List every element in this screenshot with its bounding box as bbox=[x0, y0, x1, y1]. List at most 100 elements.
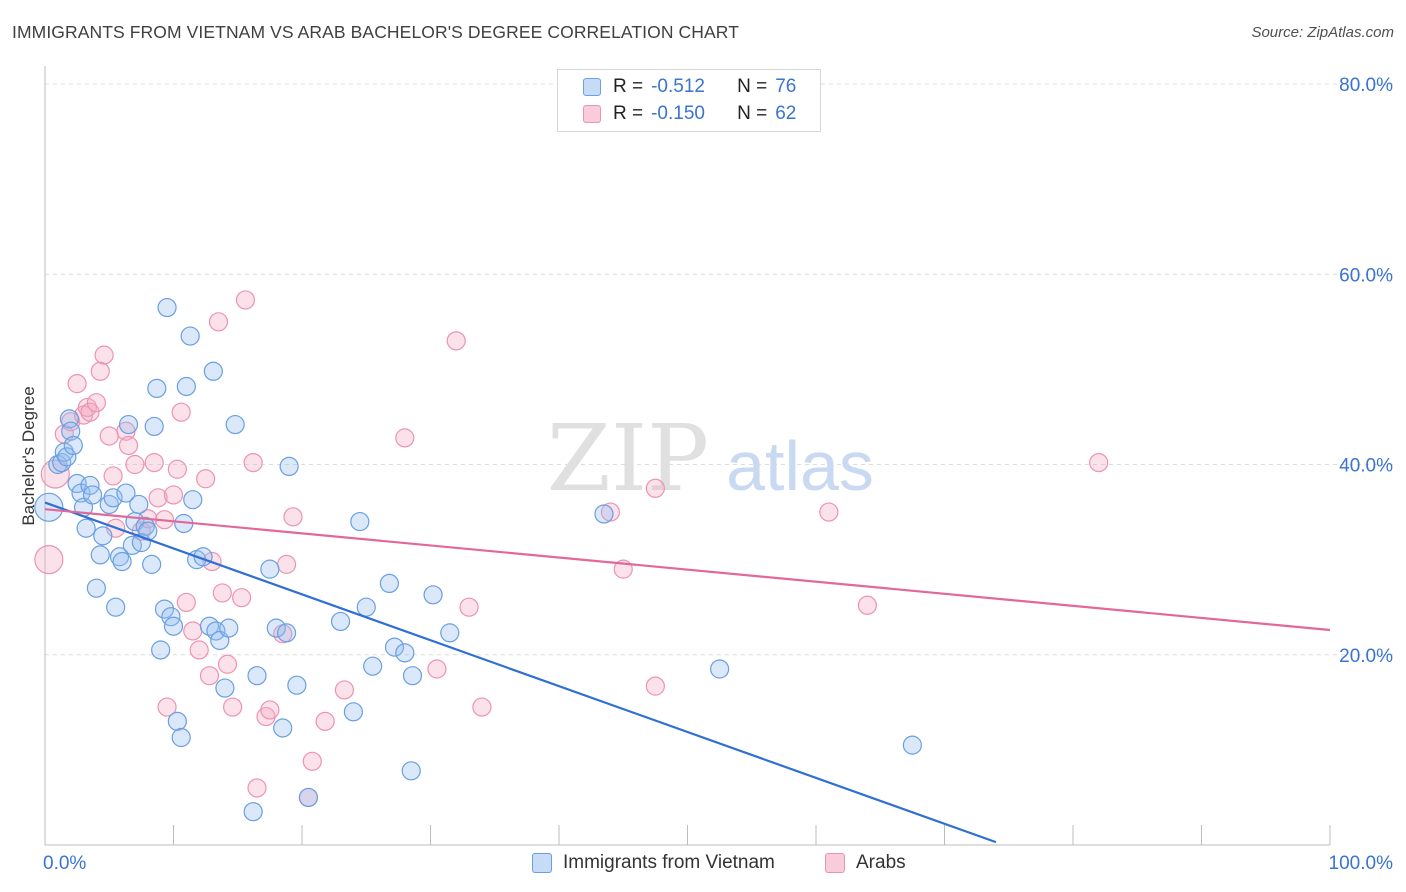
y-tick-label: 20.0% bbox=[1339, 646, 1393, 667]
data-point-vietnam bbox=[356, 597, 376, 617]
data-point-arabs bbox=[334, 680, 355, 700]
data-point-vietnam bbox=[401, 761, 421, 781]
data-point-vietnam bbox=[171, 727, 191, 748]
stats-n-value: 62 bbox=[775, 103, 797, 124]
tick-labels: 20.0% 40.0% 60.0% 80.0% 0.0% 100.0% bbox=[43, 75, 1393, 874]
data-point-vietnam bbox=[343, 702, 363, 722]
data-point-vietnam bbox=[116, 483, 136, 503]
data-point-arabs bbox=[40, 459, 70, 489]
data-point-vietnam bbox=[142, 554, 162, 574]
y-axis-label: Bachelor's Degree bbox=[19, 386, 38, 525]
data-point-arabs bbox=[157, 697, 177, 717]
data-point-vietnam bbox=[902, 735, 922, 755]
y-tick-label: 60.0% bbox=[1339, 265, 1393, 286]
data-point-vietnam bbox=[112, 551, 132, 572]
data-point-vietnam bbox=[243, 802, 263, 822]
grid-lines bbox=[45, 83, 1395, 656]
data-point-vietnam bbox=[215, 678, 235, 698]
data-point-arabs bbox=[243, 452, 263, 473]
data-point-arabs bbox=[67, 374, 87, 394]
stats-row-vietnam: R = -0.512 N = 76 bbox=[583, 74, 796, 100]
data-point-arabs bbox=[645, 478, 665, 498]
y-tick-label: 40.0% bbox=[1339, 456, 1393, 477]
data-point-vietnam bbox=[402, 666, 423, 686]
data-point-vietnam bbox=[203, 361, 223, 381]
legend-label-vietnam: Immigrants from Vietnam bbox=[563, 852, 775, 873]
data-point-vietnam bbox=[395, 643, 415, 663]
data-point-arabs bbox=[189, 640, 209, 660]
data-point-arabs bbox=[86, 393, 107, 413]
data-point-vietnam bbox=[350, 511, 370, 532]
data-point-arabs bbox=[199, 666, 220, 686]
data-point-vietnam bbox=[118, 414, 139, 435]
data-point-arabs bbox=[167, 459, 187, 479]
data-point-vietnam bbox=[710, 659, 730, 679]
stats-r-label: R = bbox=[613, 103, 644, 124]
data-point-arabs bbox=[276, 554, 297, 574]
data-point-vietnam bbox=[82, 485, 103, 505]
data-point-vietnam bbox=[423, 585, 443, 605]
data-point-vietnam bbox=[157, 297, 177, 318]
data-point-vietnam bbox=[93, 526, 113, 546]
data-point-vietnam bbox=[144, 416, 164, 437]
data-point-arabs bbox=[208, 312, 229, 332]
data-point-arabs bbox=[472, 697, 492, 717]
data-point-vietnam bbox=[260, 559, 280, 579]
data-point-arabs bbox=[176, 592, 196, 613]
stats-n-value: 76 bbox=[775, 76, 797, 97]
legend-item-vietnam: Immigrants from Vietnam bbox=[532, 852, 775, 874]
data-point-arabs bbox=[94, 345, 114, 365]
data-point-vietnam bbox=[363, 656, 383, 676]
data-point-vietnam bbox=[330, 611, 351, 632]
data-point-vietnam bbox=[63, 435, 83, 456]
data-point-vietnam bbox=[154, 599, 175, 619]
data-point-arabs bbox=[395, 428, 415, 448]
data-point-vietnam bbox=[247, 666, 267, 686]
data-point-arabs bbox=[235, 290, 256, 310]
x-tick-label: 100.0% bbox=[1329, 853, 1394, 874]
y-tick-label: 80.0% bbox=[1339, 75, 1393, 96]
data-point-vietnam bbox=[90, 545, 110, 565]
stats-legend: R = -0.512 N = 76 R = -0.150 N = 62 bbox=[557, 69, 821, 132]
data-point-vietnam bbox=[57, 447, 77, 467]
data-point-vietnam bbox=[379, 573, 399, 594]
stats-r-label: R = bbox=[613, 76, 644, 97]
data-point-arabs bbox=[103, 466, 123, 486]
data-point-arabs bbox=[315, 711, 335, 731]
legend-swatch-arabs bbox=[583, 105, 601, 123]
data-point-vietnam bbox=[180, 326, 200, 346]
series-legend: Immigrants from Vietnam Arabs bbox=[0, 852, 1406, 878]
stats-n-label: N = bbox=[737, 76, 768, 97]
data-point-vietnam bbox=[163, 616, 184, 636]
data-point-arabs bbox=[99, 426, 119, 446]
data-point-vietnam bbox=[279, 456, 299, 477]
data-point-arabs bbox=[196, 469, 216, 489]
data-point-arabs bbox=[819, 502, 839, 522]
data-point-arabs bbox=[427, 659, 447, 679]
data-point-arabs bbox=[148, 488, 168, 508]
data-point-arabs bbox=[645, 676, 665, 696]
data-point-vietnam bbox=[384, 637, 405, 657]
data-point-arabs bbox=[163, 485, 184, 505]
data-point-vietnam bbox=[183, 490, 203, 510]
data-point-arabs bbox=[260, 700, 280, 720]
data-point-arabs bbox=[247, 778, 267, 798]
stats-row-arabs: R = -0.150 N = 62 bbox=[583, 101, 796, 127]
data-point-arabs bbox=[459, 597, 479, 617]
data-point-vietnam bbox=[106, 597, 126, 617]
data-point-arabs bbox=[212, 583, 232, 603]
series-vietnam bbox=[34, 297, 922, 822]
source-label: Source: ZipAtlas.com bbox=[1251, 24, 1394, 41]
data-point-arabs bbox=[857, 595, 878, 615]
data-point-vietnam bbox=[298, 787, 319, 808]
data-point-vietnam bbox=[76, 518, 96, 538]
data-point-vietnam bbox=[440, 623, 460, 643]
data-point-arabs bbox=[283, 507, 303, 527]
legend-swatch-vietnam bbox=[583, 78, 601, 96]
watermark-atlas: atlas bbox=[726, 427, 874, 505]
data-point-arabs bbox=[1089, 452, 1109, 473]
watermark: ZIP atlas bbox=[547, 405, 874, 512]
legend-swatch-arabs bbox=[825, 853, 845, 873]
watermark-zip: ZIP bbox=[547, 405, 709, 512]
